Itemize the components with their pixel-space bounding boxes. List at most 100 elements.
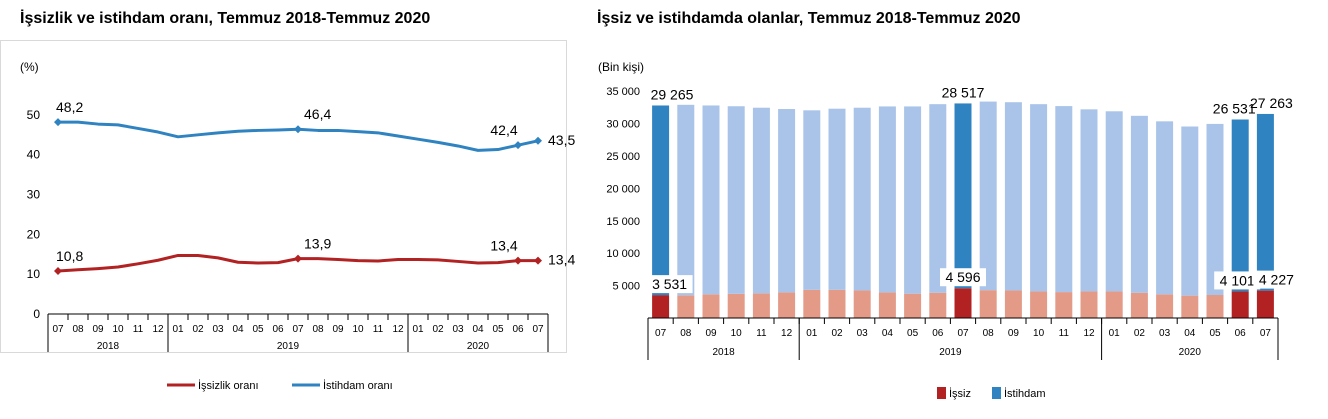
data-point-marker — [54, 266, 62, 275]
bar-istihdam — [727, 106, 745, 294]
bar-issiz — [1130, 292, 1148, 318]
data-point-marker — [54, 118, 62, 127]
x-tick-label: 01 — [806, 328, 818, 339]
x-tick-label: 03 — [452, 324, 464, 335]
bar-issiz — [954, 288, 972, 318]
x-tick-label: 08 — [983, 328, 995, 339]
data-label-box — [1253, 270, 1300, 289]
legend-swatch-issiz — [937, 387, 946, 399]
x-tick-label: 03 — [1159, 328, 1171, 339]
bar-issiz — [1256, 290, 1274, 318]
bar-issiz — [778, 292, 796, 318]
data-point-marker — [534, 136, 542, 145]
data-label-box — [1214, 271, 1261, 290]
bar-issiz — [1030, 291, 1048, 318]
y-tick-label: 25 000 — [606, 151, 640, 163]
x-tick-label: 07 — [655, 328, 667, 339]
data-label-issiz: 4 227 — [1259, 272, 1294, 288]
bar-issiz — [1156, 294, 1174, 318]
bar-issiz — [979, 290, 997, 318]
year-label: 2018 — [97, 341, 120, 352]
data-label: 13,4 — [490, 238, 517, 254]
bar-issiz — [878, 292, 896, 318]
legend-swatch-istihdam — [992, 387, 1001, 399]
data-label-box — [940, 268, 986, 287]
data-label: 43,5 — [548, 132, 575, 148]
bar-istihdam — [1156, 121, 1174, 295]
x-tick-label: 11 — [133, 324, 144, 335]
data-point-marker — [514, 141, 522, 150]
data-label: 42,4 — [490, 122, 517, 138]
bar-issiz — [803, 289, 821, 318]
x-tick-label: 09 — [1008, 328, 1020, 339]
y-tick-label: 10 — [27, 267, 41, 281]
bar-istihdam — [853, 107, 871, 291]
data-point-marker — [514, 256, 522, 265]
bar-istihdam — [803, 110, 821, 290]
line-chart-title: İşsizlik ve istihdam oranı, Temmuz 2018-… — [20, 10, 431, 27]
y-tick-label: 10 000 — [606, 248, 640, 260]
x-tick-label: 10 — [1033, 328, 1045, 339]
bar-istihdam — [878, 106, 896, 293]
data-label-istihdam: 27 263 — [1250, 95, 1293, 111]
bar-istihdam — [652, 105, 670, 296]
bar-istihdam — [1231, 119, 1249, 292]
bar-issiz — [1181, 295, 1199, 318]
x-tick-label: 10 — [731, 328, 743, 339]
y-tick-label: 15 000 — [606, 216, 640, 228]
y-tick-label: 20 — [27, 227, 41, 241]
x-tick-label: 01 — [412, 324, 424, 335]
bar-istihdam — [752, 107, 770, 294]
bar-issiz — [1105, 291, 1123, 318]
x-tick-label: 02 — [432, 324, 444, 335]
x-tick-label: 04 — [1184, 328, 1196, 339]
x-tick-label: 05 — [492, 324, 504, 335]
x-tick-label: 02 — [1134, 328, 1146, 339]
x-tick-label: 12 — [1083, 328, 1095, 339]
year-label: 2019 — [277, 341, 300, 352]
bar-issiz — [929, 292, 947, 318]
x-tick-label: 09 — [92, 324, 104, 335]
bar-istihdam — [979, 101, 997, 291]
x-tick-label: 07 — [1260, 328, 1272, 339]
bar-issiz — [1055, 292, 1073, 318]
x-tick-label: 08 — [680, 328, 692, 339]
bar-istihdam — [1030, 104, 1048, 292]
bar-istihdam — [677, 104, 695, 296]
bar-istihdam — [778, 109, 796, 293]
y-tick-label: 30 — [27, 188, 41, 202]
plot-frame — [0, 40, 567, 353]
bar-istihdam — [828, 108, 846, 290]
x-tick-label: 10 — [112, 324, 124, 335]
bar-issiz — [853, 290, 871, 318]
data-label: 46,4 — [304, 106, 331, 122]
y-tick-label: 40 — [27, 148, 41, 162]
bar-istihdam — [1206, 123, 1224, 295]
bar-chart-title: İşsiz ve istihdamda olanlar, Temmuz 2018… — [597, 10, 1021, 27]
data-label-issiz: 4 596 — [945, 269, 980, 285]
bar-issiz — [752, 293, 770, 318]
x-tick-label: 03 — [212, 324, 224, 335]
data-point-marker — [294, 254, 302, 263]
x-tick-label: 01 — [1109, 328, 1121, 339]
bar-issiz — [1004, 290, 1022, 318]
data-label-box — [646, 275, 693, 294]
bar-istihdam — [702, 105, 720, 295]
x-tick-label: 04 — [472, 324, 484, 335]
year-label: 2018 — [712, 347, 735, 358]
bar-istihdam — [1055, 106, 1073, 293]
x-tick-label: 12 — [781, 328, 793, 339]
data-label: 10,8 — [56, 248, 83, 264]
data-point-marker — [294, 125, 302, 134]
bar-issiz — [677, 295, 695, 318]
x-tick-label: 10 — [352, 324, 364, 335]
x-tick-label: 01 — [172, 324, 184, 335]
data-point-marker — [534, 256, 542, 265]
bar-issiz — [652, 295, 670, 318]
x-tick-label: 07 — [52, 324, 64, 335]
legend-label-issiz: İşsiz — [949, 387, 971, 400]
bar-istihdam — [1105, 111, 1123, 292]
bar-istihdam — [1256, 113, 1274, 291]
x-tick-label: 12 — [392, 324, 404, 335]
